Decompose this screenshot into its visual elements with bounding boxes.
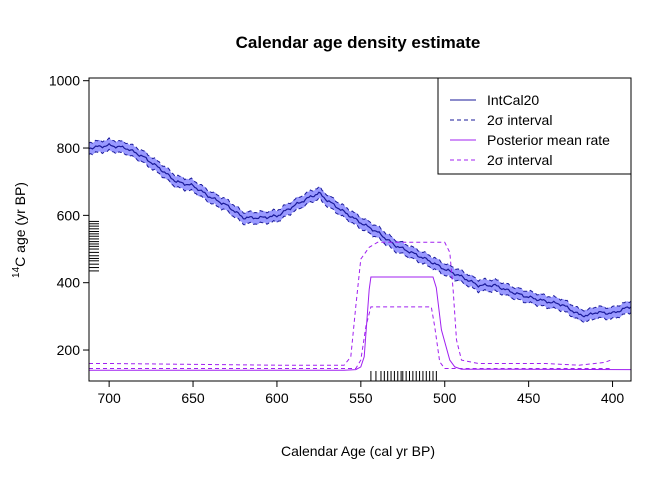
intcal-upper-interval (89, 137, 631, 312)
chart-title: Calendar age density estimate (236, 33, 481, 52)
plot-content (89, 137, 631, 381)
x-tick-label: 450 (517, 390, 541, 406)
intcal-lower-interval (89, 148, 631, 324)
y-axis-label-superscript: 14 (11, 266, 22, 278)
legend: IntCal20 2σ interval Posterior mean rate 2σ… (437, 77, 632, 175)
x-tick-label: 700 (97, 390, 121, 406)
posterior-lower-interval (89, 306, 613, 369)
legend-label: 2σ interval (487, 152, 552, 168)
x-axis-label: Calendar Age (cal yr BP) (281, 443, 435, 459)
legend-label: IntCal20 (487, 92, 539, 108)
y-tick-label: 600 (57, 207, 81, 223)
posterior-upper-interval (89, 241, 613, 366)
plot-frame (88, 77, 632, 382)
x-tick-label: 550 (349, 390, 373, 406)
intcal-curve (89, 142, 631, 318)
x-tick-label: 400 (601, 390, 625, 406)
x-tick-label: 500 (433, 390, 457, 406)
axes: 700 650 600 550 500 450 400 200 400 600 800 1000 (49, 73, 632, 406)
plot-area (89, 137, 631, 381)
legend-label: Posterior mean rate (487, 132, 610, 148)
legend-box (437, 77, 632, 175)
y-axis-label: 14C age (yr BP) (11, 182, 28, 278)
y-tick-label: 1000 (49, 73, 80, 89)
posterior-mean-rate (89, 276, 631, 371)
x-tick-label: 600 (265, 390, 289, 406)
y-tick-label: 400 (57, 275, 81, 291)
legend-label: 2σ interval (487, 112, 552, 128)
y-tick-label: 200 (57, 342, 81, 358)
x-tick-label: 650 (181, 390, 205, 406)
y-tick-label: 800 (57, 140, 81, 156)
y-axis-label-text: C age (yr BP) (12, 182, 28, 267)
